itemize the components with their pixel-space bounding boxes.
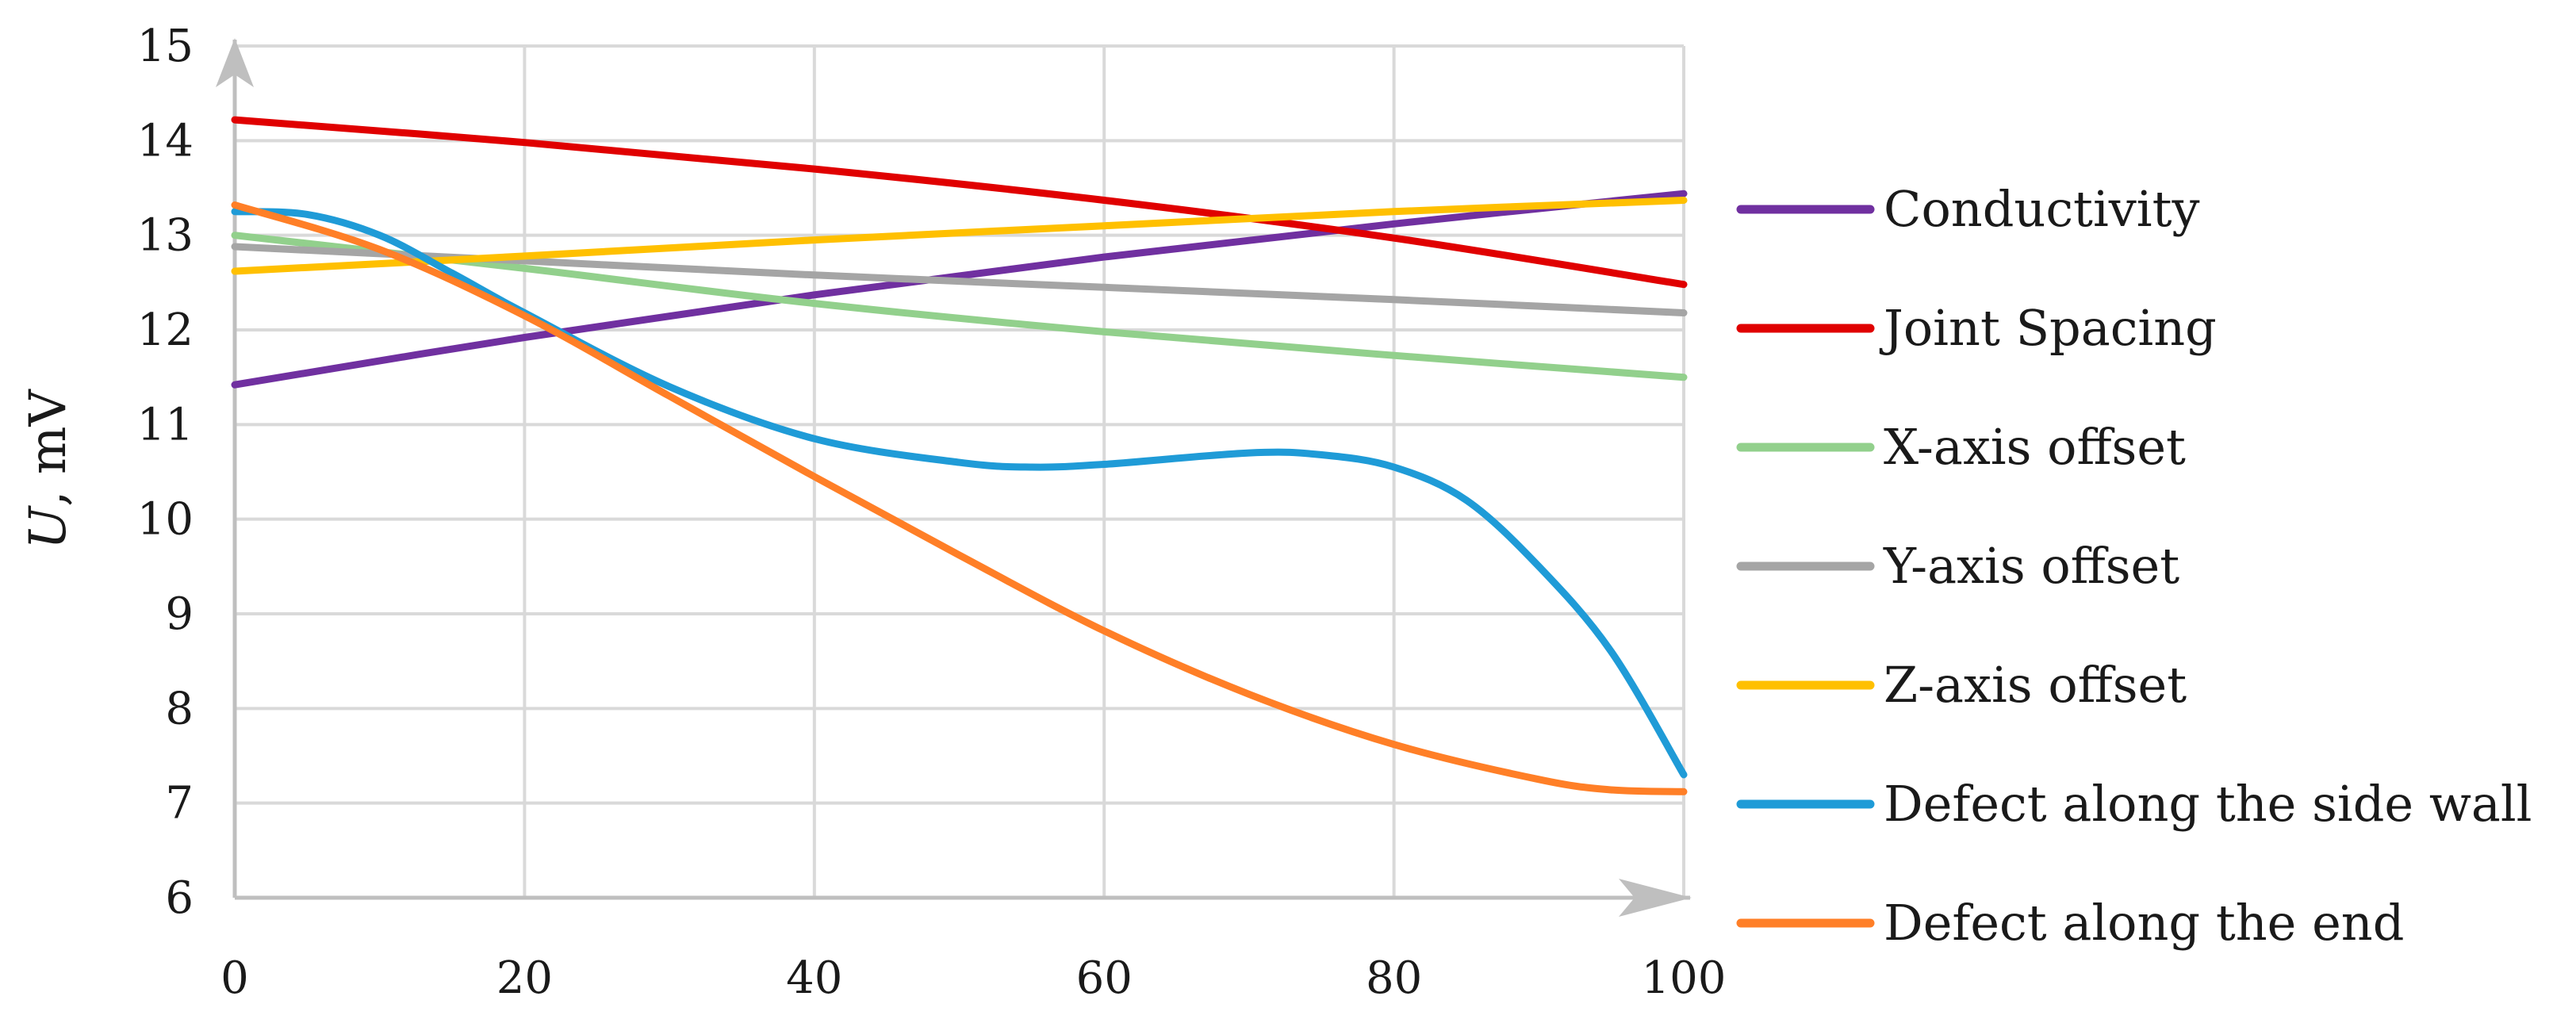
legend-label-defect-along-the-end: Defect along the end — [1884, 894, 2404, 952]
series-line-x-axis-offset — [231, 232, 1688, 381]
legend-label-joint-spacing: Joint Spacing — [1879, 299, 2217, 357]
legend-label-defect-along-the-side-wall: Defect along the side wall — [1884, 775, 2532, 833]
y-axis-title-symbol: U — [19, 505, 78, 550]
y-tick-label: 7 — [165, 778, 194, 830]
tick-labels: 6 7 8 9 10 11 12 13 14 15 0 20 40 60 80 100 — [137, 21, 1727, 1004]
legend-label-x-axis-offset: X-axis offset — [1884, 418, 2186, 476]
x-tick-label: 80 — [1366, 952, 1422, 1004]
x-tick-label: 40 — [786, 952, 842, 1004]
y-tick-label: 12 — [137, 305, 194, 356]
y-tick-label: 11 — [137, 399, 194, 450]
y-tick-label: 6 — [165, 872, 194, 924]
y-tick-label: 14 — [137, 115, 194, 167]
legend: Conductivity Joint Spacing X-axis offset Y-… — [1736, 180, 2532, 952]
series-line-joint-spacing — [231, 116, 1688, 289]
y-tick-label: 8 — [165, 683, 194, 734]
x-axis-arrow — [1619, 879, 1692, 917]
y-tick-label: 15 — [137, 21, 194, 72]
series-lines — [231, 116, 1688, 795]
series-line-z-axis-offset — [231, 197, 1688, 275]
y-tick-label: 9 — [165, 588, 194, 640]
y-tick-label: 10 — [137, 494, 194, 546]
legend-label-z-axis-offset: Z-axis offset — [1884, 656, 2187, 714]
series-line-defect-along-the-end — [231, 201, 1688, 795]
x-tick-label: 100 — [1642, 952, 1727, 1004]
series-line-defect-along-the-side-wall — [231, 208, 1688, 779]
legend-label-conductivity: Conductivity — [1884, 180, 2200, 238]
x-tick-label: 60 — [1076, 952, 1133, 1004]
y-axis-title: U, mV — [19, 388, 78, 549]
legend-label-y-axis-offset: Y-axis offset — [1883, 537, 2179, 595]
y-axis-title-unit: , mV — [19, 388, 78, 506]
axes — [216, 38, 1692, 917]
series-line-conductivity — [231, 190, 1688, 389]
y-tick-label: 13 — [137, 210, 194, 262]
x-tick-label: 0 — [220, 952, 249, 1004]
grid — [235, 44, 1685, 898]
x-tick-label: 20 — [496, 952, 553, 1004]
y-axis-arrow — [216, 38, 254, 87]
